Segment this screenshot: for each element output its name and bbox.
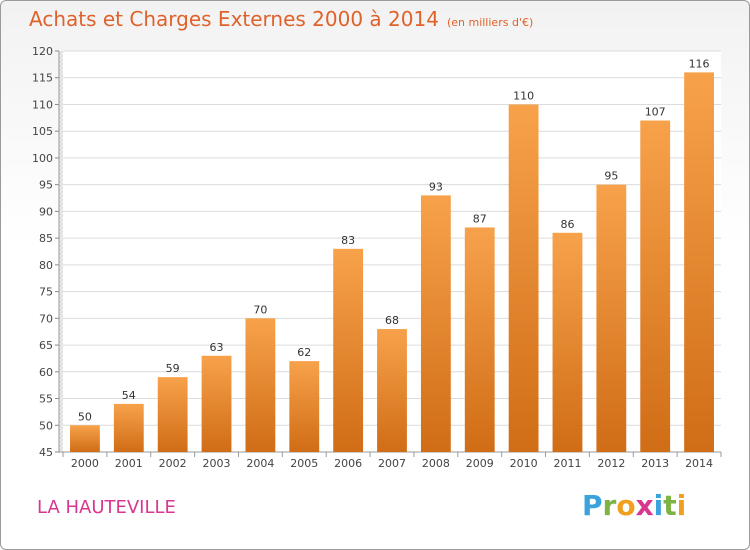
bar xyxy=(289,361,320,452)
bar xyxy=(157,377,188,452)
bar xyxy=(245,318,276,452)
y-tick-label: 95 xyxy=(39,179,53,192)
y-tick-label: 80 xyxy=(39,259,53,272)
y-tick-label: 90 xyxy=(39,205,53,218)
y-tick-label: 105 xyxy=(32,125,53,138)
x-tick-label: 2003 xyxy=(203,457,231,470)
data-label: 86 xyxy=(560,218,574,231)
y-tick-label: 70 xyxy=(39,312,53,325)
proxiti-logo: Proxiti xyxy=(582,489,686,522)
y-tick-label: 110 xyxy=(32,98,53,111)
x-tick-label: 2000 xyxy=(71,457,99,470)
data-label: 68 xyxy=(385,314,399,327)
data-label: 54 xyxy=(122,389,136,402)
bar xyxy=(201,355,232,452)
bar xyxy=(552,232,583,452)
x-tick-label: 2009 xyxy=(466,457,494,470)
bar xyxy=(464,227,495,452)
y-tick-label: 50 xyxy=(39,419,53,432)
chart-title: Achats et Charges Externes 2000 à 2014 (e… xyxy=(29,7,533,31)
logo-letter: r xyxy=(602,489,617,522)
bar xyxy=(684,72,714,453)
bar xyxy=(113,403,144,452)
data-label: 107 xyxy=(645,106,666,119)
logo-letter: i xyxy=(653,489,664,522)
data-label: 83 xyxy=(341,234,355,247)
bar xyxy=(596,184,627,452)
x-tick-label: 2002 xyxy=(159,457,187,470)
y-tick-label: 45 xyxy=(39,446,53,459)
data-label: 50 xyxy=(78,410,92,423)
commune-name: LA HAUTEVILLE xyxy=(37,497,176,518)
logo-letter: P xyxy=(582,489,603,522)
y-tick-label: 115 xyxy=(32,72,53,85)
logo-letter: i xyxy=(676,489,687,522)
y-tick-label: 120 xyxy=(32,45,53,58)
x-tick-label: 2010 xyxy=(510,457,538,470)
y-tick-label: 55 xyxy=(39,393,53,406)
y-tick-label: 60 xyxy=(39,366,53,379)
y-tick-label: 85 xyxy=(39,232,53,245)
x-tick-label: 2008 xyxy=(422,457,450,470)
data-label: 95 xyxy=(604,170,618,183)
bar xyxy=(640,120,671,453)
data-label: 63 xyxy=(210,341,224,354)
y-tick-label: 65 xyxy=(39,339,53,352)
x-tick-label: 2006 xyxy=(334,457,362,470)
x-tick-label: 2004 xyxy=(246,457,274,470)
y-tick-label: 75 xyxy=(39,286,53,299)
logo-letter: o xyxy=(616,489,636,522)
x-tick-label: 2012 xyxy=(597,457,625,470)
chart-subtitle: (en milliers d'€) xyxy=(446,16,534,29)
data-label: 116 xyxy=(689,57,710,70)
data-label: 62 xyxy=(297,346,311,359)
title-text: Achats et Charges Externes 2000 à 2014 xyxy=(29,7,439,31)
logo-letter: x xyxy=(635,489,654,522)
logo-letter: t xyxy=(663,489,677,522)
x-tick-label: 2011 xyxy=(553,457,581,470)
bar xyxy=(333,248,364,452)
data-label: 110 xyxy=(513,89,534,102)
x-tick-label: 2007 xyxy=(378,457,406,470)
data-label: 70 xyxy=(253,303,267,316)
plot-left-wall xyxy=(59,51,63,452)
data-label: 87 xyxy=(473,212,487,225)
y-tick-label: 100 xyxy=(32,152,53,165)
bar xyxy=(508,104,539,452)
data-label: 59 xyxy=(166,362,180,375)
bar xyxy=(377,329,407,452)
x-tick-label: 2013 xyxy=(641,457,669,470)
x-tick-label: 2014 xyxy=(685,457,713,470)
x-tick-label: 2001 xyxy=(115,457,143,470)
x-tick-label: 2005 xyxy=(290,457,318,470)
bar xyxy=(420,195,451,453)
bar xyxy=(70,425,100,452)
data-label: 93 xyxy=(429,180,443,193)
